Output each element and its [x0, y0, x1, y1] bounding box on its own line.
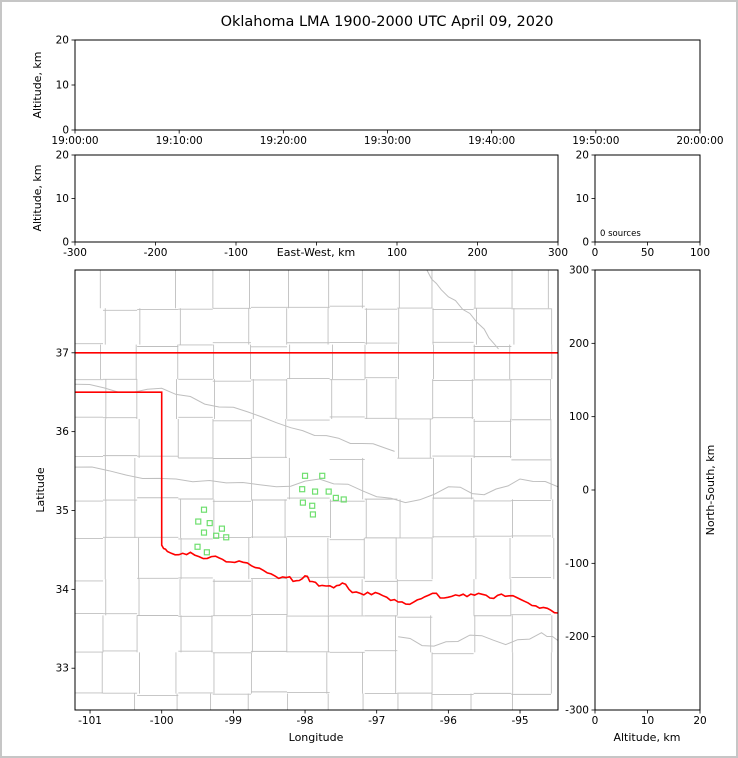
river-line	[398, 632, 558, 647]
figure-title: Oklahoma LMA 1900-2000 UTC April 09, 202…	[221, 14, 554, 30]
station-marker	[299, 486, 306, 493]
x-tick-label: -95	[511, 715, 528, 727]
x-tick-label: -99	[225, 715, 242, 727]
source-histogram-frame	[594, 154, 701, 243]
time-height-ylabel: Altitude, km	[31, 51, 44, 118]
x-tick-label: 300	[548, 247, 568, 259]
time-height-frame	[74, 39, 701, 131]
station-marker	[203, 549, 210, 556]
y-tick-label: 10	[56, 80, 69, 92]
axes-layer: 19:00:00 19:10:00 19:20:00 19:30:00 19:40:00…	[51, 35, 723, 728]
ew-height-xlabel: East-West, km	[277, 246, 355, 259]
y-tick-label: -300	[565, 705, 589, 717]
state-border-main	[75, 391, 558, 614]
station-marker	[309, 511, 317, 518]
x-tick-label: -100	[224, 247, 248, 259]
x-tick-label: 0	[592, 247, 599, 259]
x-tick-label: -96	[440, 715, 457, 727]
x-tick-label: -100	[150, 715, 174, 727]
x-tick-label: 19:40:00	[468, 135, 515, 147]
y-tick-label: 0	[62, 125, 69, 137]
station-marker	[213, 532, 220, 539]
x-tick-label: 200	[467, 247, 487, 259]
y-tick-label: 10	[576, 193, 589, 205]
ns-height-ylabel: North-South, km	[704, 445, 717, 536]
y-tick-label: 37	[56, 347, 69, 359]
plan-view-xlabel: Longitude	[289, 731, 344, 744]
x-tick-label: 19:50:00	[572, 135, 619, 147]
ns-height-frame	[594, 269, 701, 711]
y-tick-label: 10	[56, 193, 69, 205]
river-line	[426, 270, 499, 350]
x-tick-label: 20	[693, 715, 706, 727]
y-tick-label: 0	[62, 237, 69, 249]
ns-height-xlabel: Altitude, km	[613, 731, 680, 744]
x-tick-label: 50	[641, 247, 654, 259]
x-tick-label: 19:10:00	[156, 135, 203, 147]
x-tick-label: -97	[368, 715, 385, 727]
station-marker	[332, 494, 339, 501]
station-marker	[195, 518, 202, 525]
station-marker	[223, 534, 230, 541]
y-tick-label: 100	[569, 411, 589, 423]
y-tick-label: 0	[582, 237, 589, 249]
y-tick-label: -200	[565, 631, 589, 643]
y-tick-label: 200	[569, 338, 589, 350]
station-marker	[319, 472, 326, 479]
station-marker	[218, 525, 226, 532]
x-tick-label: 19:00:00	[51, 135, 98, 147]
station-marker	[340, 496, 347, 503]
plan-view-ylabel: Latitude	[34, 467, 47, 513]
x-tick-label: 0	[592, 715, 599, 727]
ew-height-ylabel: Altitude, km	[31, 164, 44, 231]
x-tick-label: -101	[78, 715, 102, 727]
y-tick-label: 20	[56, 35, 69, 47]
plan-view-map-layer	[75, 270, 558, 710]
y-tick-label: 36	[56, 426, 70, 438]
station-marker	[194, 543, 201, 550]
x-tick-label: 100	[387, 247, 407, 259]
y-tick-label: 34	[56, 584, 70, 596]
station-marker	[301, 472, 309, 479]
x-tick-label: 100	[690, 247, 710, 259]
station-marker	[309, 502, 316, 509]
x-tick-label: -300	[63, 247, 87, 259]
ew-height-frame	[74, 154, 559, 243]
station-marker	[206, 520, 213, 527]
y-tick-label: 300	[569, 265, 589, 277]
station-marker	[200, 529, 208, 536]
y-tick-label: 20	[56, 150, 69, 162]
y-tick-label: 0	[582, 485, 589, 497]
y-tick-label: -100	[565, 558, 589, 570]
y-tick-label: 20	[576, 150, 589, 162]
x-tick-label: -200	[144, 247, 168, 259]
x-tick-label: 19:30:00	[364, 135, 411, 147]
station-marker	[299, 499, 306, 506]
x-tick-label: 20:00:00	[676, 135, 723, 147]
plan-view-frame	[74, 269, 559, 711]
x-tick-label: 10	[641, 715, 654, 727]
river-line	[75, 466, 558, 504]
station-marker	[311, 488, 319, 495]
x-tick-label: -98	[296, 715, 313, 727]
y-tick-label: 33	[56, 663, 69, 675]
source-count-annotation: 0 sources	[600, 229, 641, 239]
x-tick-label: 19:20:00	[260, 135, 307, 147]
y-tick-label: 35	[56, 505, 69, 517]
station-marker	[325, 488, 332, 495]
station-marker	[200, 506, 208, 513]
